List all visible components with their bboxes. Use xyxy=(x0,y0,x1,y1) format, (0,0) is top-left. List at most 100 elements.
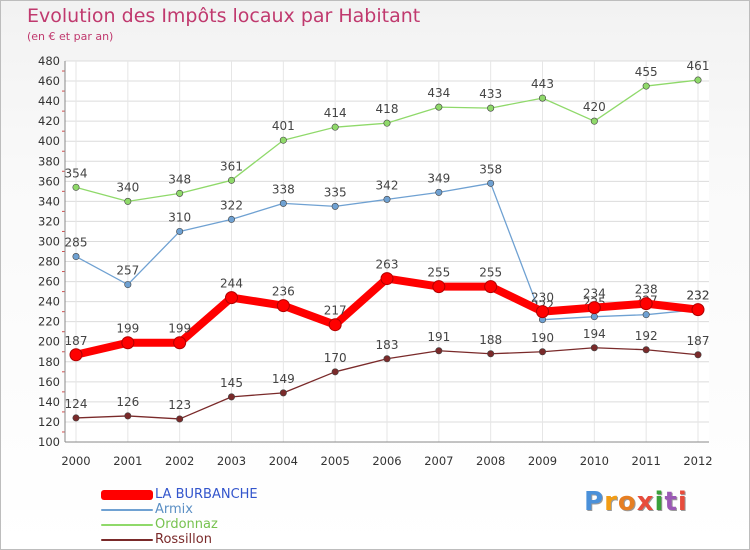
data-point-ordonnaz xyxy=(228,176,236,184)
x-tick-label: 2003 xyxy=(217,454,246,468)
y-tick-label: 240 xyxy=(38,295,60,309)
data-point-armix xyxy=(642,311,650,319)
data-point-armix xyxy=(383,195,391,203)
x-tick-label: 2005 xyxy=(321,454,350,468)
data-label-armix: 342 xyxy=(376,178,399,192)
y-tick-label: 420 xyxy=(38,114,60,128)
logo-letter: o xyxy=(617,487,637,517)
data-label-armix: 310 xyxy=(168,210,191,224)
data-label-rossillon: 187 xyxy=(687,334,710,348)
data-point-rossillon xyxy=(331,368,339,376)
legend-item-armix: Armix xyxy=(101,502,258,517)
data-point-armix xyxy=(435,188,443,196)
x-tick-label: 2002 xyxy=(165,454,194,468)
y-tick-label: 300 xyxy=(38,234,60,248)
x-tick-label: 2007 xyxy=(424,454,453,468)
data-label-armix: 335 xyxy=(324,185,347,199)
data-point-rossillon xyxy=(435,347,443,355)
data-label-rossillon: 123 xyxy=(168,398,191,412)
data-point-la-burbanche xyxy=(121,336,135,350)
data-point-rossillon xyxy=(72,414,80,422)
x-tick-label: 2000 xyxy=(61,454,90,468)
y-tick-label: 340 xyxy=(38,194,60,208)
data-point-la-burbanche xyxy=(380,272,394,286)
data-point-ordonnaz xyxy=(383,119,391,127)
data-label-armix: 358 xyxy=(479,162,502,176)
data-label-rossillon: 124 xyxy=(65,397,88,411)
data-label-la-burbanche: 234 xyxy=(583,287,606,301)
x-tick-label: 2010 xyxy=(580,454,609,468)
data-label-la-burbanche: 238 xyxy=(635,283,658,297)
data-point-ordonnaz xyxy=(435,103,443,111)
legend-label: LA BURBANCHE xyxy=(155,487,258,502)
x-tick-label: 2006 xyxy=(372,454,401,468)
data-point-rossillon xyxy=(279,389,287,397)
data-label-armix: 322 xyxy=(220,198,243,212)
data-point-armix xyxy=(72,253,80,261)
data-point-rossillon xyxy=(228,393,236,401)
data-label-ordonnaz: 455 xyxy=(635,65,658,79)
data-label-ordonnaz: 354 xyxy=(65,166,88,180)
data-point-la-burbanche xyxy=(484,280,498,294)
y-tick-label: 280 xyxy=(38,255,60,269)
chart-title: Evolution des Impôts locaux par Habitant xyxy=(27,5,421,27)
data-point-ordonnaz xyxy=(72,183,80,191)
data-label-la-burbanche: 255 xyxy=(479,266,502,280)
data-label-rossillon: 188 xyxy=(479,333,502,347)
data-label-rossillon: 191 xyxy=(427,330,450,344)
logo-letter: P xyxy=(584,487,605,517)
data-point-la-burbanche xyxy=(587,301,601,315)
data-point-armix xyxy=(590,313,598,321)
data-point-rossillon xyxy=(176,415,184,423)
data-label-ordonnaz: 418 xyxy=(376,102,399,116)
y-tick-label: 320 xyxy=(38,214,60,228)
y-tick-label: 380 xyxy=(38,154,60,168)
y-tick-label: 200 xyxy=(38,335,60,349)
data-point-la-burbanche xyxy=(69,348,83,362)
data-point-ordonnaz xyxy=(124,197,132,205)
data-label-armix: 338 xyxy=(272,182,295,196)
logo-letter: x xyxy=(636,487,655,517)
data-label-ordonnaz: 401 xyxy=(272,119,295,133)
data-point-la-burbanche xyxy=(276,299,290,313)
y-tick-label: 120 xyxy=(38,415,60,429)
data-label-rossillon: 192 xyxy=(635,329,658,343)
logo-letter: r xyxy=(604,487,618,517)
data-point-rossillon xyxy=(538,348,546,356)
data-label-la-burbanche: 199 xyxy=(116,322,139,336)
data-point-ordonnaz xyxy=(176,189,184,197)
y-tick-label: 260 xyxy=(38,275,60,289)
data-point-ordonnaz xyxy=(538,94,546,102)
data-point-ordonnaz xyxy=(642,82,650,90)
data-label-la-burbanche: 199 xyxy=(168,322,191,336)
data-label-ordonnaz: 348 xyxy=(168,172,191,186)
data-point-la-burbanche xyxy=(225,291,238,305)
data-point-rossillon xyxy=(487,350,495,358)
data-label-rossillon: 194 xyxy=(583,327,606,341)
legend-label: Rossillon xyxy=(155,532,212,547)
data-point-armix xyxy=(487,179,495,187)
y-tick-label: 140 xyxy=(38,395,60,409)
y-tick-label: 460 xyxy=(38,74,60,88)
logo-letter: i xyxy=(677,487,688,517)
data-label-ordonnaz: 414 xyxy=(324,106,347,120)
y-tick-label: 400 xyxy=(38,134,60,148)
x-tick-label: 2009 xyxy=(528,454,557,468)
data-label-ordonnaz: 434 xyxy=(427,86,450,100)
y-tick-label: 360 xyxy=(38,174,60,188)
data-point-rossillon xyxy=(124,412,132,420)
data-point-ordonnaz xyxy=(331,123,339,131)
data-point-la-burbanche xyxy=(536,305,549,319)
y-tick-label: 100 xyxy=(38,435,60,449)
data-label-rossillon: 145 xyxy=(220,376,243,390)
data-label-armix: 349 xyxy=(427,171,450,185)
legend-label: Armix xyxy=(155,502,193,517)
data-label-rossillon: 190 xyxy=(531,331,554,345)
data-point-la-burbanche xyxy=(691,303,705,317)
data-label-ordonnaz: 420 xyxy=(583,100,606,114)
legend-swatch xyxy=(101,538,153,541)
data-point-rossillon xyxy=(590,344,598,352)
x-tick-label: 2008 xyxy=(476,454,505,468)
